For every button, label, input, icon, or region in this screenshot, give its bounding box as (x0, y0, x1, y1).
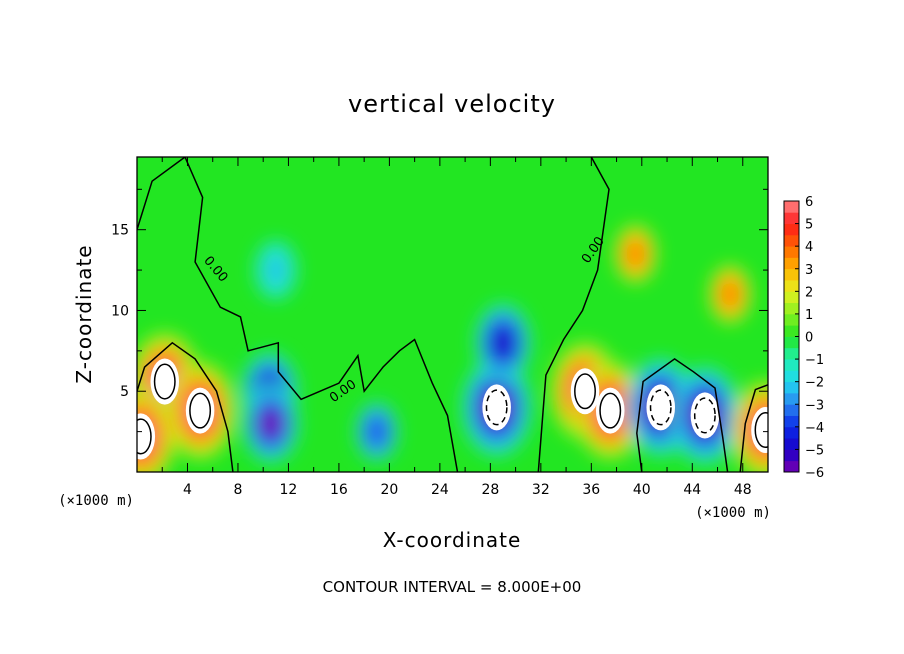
colorbar-tick-label: 4 (805, 240, 813, 255)
x-tick-label: 12 (280, 482, 298, 498)
x-tick-labels: 4 8 12 16 20 24 28 32 36 40 44 48 (183, 482, 752, 498)
field-blob (628, 244, 643, 264)
colorbar-swatch (784, 347, 799, 360)
field-blob (268, 260, 283, 280)
colorbar-swatch (784, 212, 799, 224)
x-tick-label: 16 (330, 482, 348, 498)
colorbar-tick-label: 3 (805, 263, 813, 278)
colorbar-tick-label: 0 (805, 331, 813, 346)
contour-line (574, 373, 596, 410)
x-tick-label: 40 (633, 482, 651, 498)
x-unit-label-left: (×1000 m) (58, 493, 134, 509)
tick-marks (137, 157, 768, 472)
x-tick-label: 4 (183, 482, 192, 498)
colorbar-tick-label: 6 (805, 195, 813, 210)
colorbar-tick-label: 5 (805, 218, 813, 233)
colorbar-swatch (784, 268, 799, 281)
x-unit-label-right: (×1000 m) (695, 505, 771, 521)
x-tick-label: 36 (582, 482, 600, 498)
colorbar-swatch (784, 381, 799, 394)
contour-lines (137, 157, 768, 472)
field-blob (493, 329, 513, 356)
x-tick-label: 44 (683, 482, 701, 498)
zero-contour-line (137, 157, 459, 472)
colorbar-tick-label: −2 (805, 376, 824, 391)
colorbar-swatch (784, 438, 799, 450)
colorbar-tick-label: −1 (805, 353, 824, 368)
colorbar-swatch (784, 404, 799, 416)
y-tick-label: 5 (120, 384, 129, 400)
colorbar-tick-label: 2 (805, 285, 813, 300)
colorbar-swatch (784, 234, 799, 247)
contour-line (754, 411, 768, 449)
colorbar-swatch (784, 415, 799, 428)
colorbar-swatch (784, 223, 799, 236)
y-tick-labels: 5 10 15 (111, 223, 129, 401)
colorbar-swatch (784, 449, 799, 462)
chart-title: vertical velocity (348, 90, 556, 118)
zero-contour-line (636, 357, 729, 472)
colorbar: 6 5 4 3 2 1 0 −1 −2 −3 −4 −5 −6 (783, 195, 824, 481)
x-tick-label: 48 (734, 482, 752, 498)
colorbar-swatch (784, 302, 799, 315)
zero-contour-line (537, 157, 610, 472)
y-tick-label: 15 (111, 223, 129, 239)
colorbar-swatch (784, 313, 799, 326)
saturated-core (751, 406, 768, 454)
y-tick-label: 10 (111, 303, 129, 319)
colorbar-swatch (784, 392, 799, 405)
colorbar-tick-label: −5 (805, 443, 824, 458)
x-axis-label: X-coordinate (383, 528, 522, 552)
field-blob (261, 410, 281, 437)
contour-line (485, 389, 508, 426)
field-blob (723, 284, 738, 305)
contour-interval-note: CONTOUR INTERVAL = 8.000E+00 (323, 578, 582, 596)
contour-line (599, 392, 622, 429)
x-tick-label: 20 (380, 482, 398, 498)
x-tick-label: 28 (481, 482, 499, 498)
x-tick-label: 24 (431, 482, 449, 498)
contour-line (649, 389, 672, 426)
colorbar-swatch (784, 370, 799, 383)
plot-frame (136, 156, 769, 473)
contour-line (153, 363, 176, 400)
contour-line (189, 392, 212, 429)
contour-line (137, 418, 152, 455)
x-tick-label: 32 (532, 482, 550, 498)
colorbar-tick-label: 1 (805, 308, 813, 323)
plot-area: 0.000.000.00 (136, 156, 769, 473)
colorbar-swatch (784, 201, 799, 213)
field-blob (369, 421, 384, 442)
contour-line (693, 397, 716, 434)
colorbar-swatch (784, 291, 799, 304)
colorbar-tick-label: −4 (805, 421, 824, 436)
zero-contour-line (137, 341, 234, 472)
colorbar-swatch (784, 426, 799, 439)
colorbar-swatch (784, 460, 799, 473)
zero-contour-line (739, 384, 768, 472)
y-axis-label: Z-coordinate (72, 244, 96, 383)
saturated-core (137, 413, 156, 460)
colorbar-tick-label: −3 (805, 398, 824, 413)
colorbar-tick-label: −6 (805, 466, 824, 481)
colorbar-swatch (784, 257, 799, 270)
colorbar-swatch (784, 359, 799, 371)
colorbar-swatch (784, 246, 799, 258)
colorbar-swatch (784, 280, 799, 292)
x-tick-label: 8 (233, 482, 242, 498)
colorbar-swatch (784, 325, 799, 337)
colorbar-swatch (784, 336, 799, 349)
